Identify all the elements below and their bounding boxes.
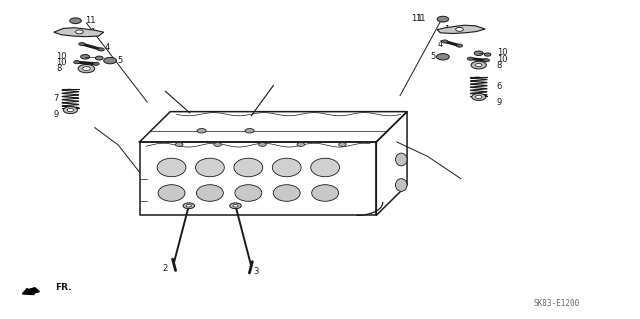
Ellipse shape — [196, 158, 225, 177]
Ellipse shape — [311, 158, 339, 177]
Circle shape — [259, 143, 266, 146]
Circle shape — [98, 48, 104, 51]
Ellipse shape — [235, 185, 262, 201]
Text: 8: 8 — [56, 64, 61, 73]
Circle shape — [81, 55, 90, 59]
Circle shape — [95, 56, 103, 60]
Ellipse shape — [396, 179, 407, 191]
Circle shape — [245, 129, 254, 133]
Circle shape — [104, 57, 116, 64]
Ellipse shape — [312, 185, 339, 201]
Text: 11: 11 — [85, 16, 95, 25]
Circle shape — [93, 62, 99, 65]
Text: SK83-E1200: SK83-E1200 — [534, 299, 580, 308]
Circle shape — [442, 40, 448, 43]
Polygon shape — [437, 25, 485, 33]
Ellipse shape — [157, 158, 186, 177]
Ellipse shape — [234, 158, 263, 177]
Ellipse shape — [396, 153, 407, 166]
Circle shape — [483, 59, 490, 62]
Text: 1: 1 — [90, 28, 95, 37]
Circle shape — [214, 143, 221, 146]
Text: 3: 3 — [253, 267, 259, 276]
Circle shape — [484, 53, 491, 56]
Circle shape — [83, 67, 90, 70]
Text: 1: 1 — [444, 25, 449, 34]
Polygon shape — [54, 28, 104, 37]
Circle shape — [78, 64, 95, 73]
Text: 11: 11 — [412, 14, 426, 23]
Ellipse shape — [273, 158, 301, 177]
Circle shape — [467, 57, 474, 60]
Text: 9: 9 — [497, 98, 502, 107]
Text: FR.: FR. — [55, 283, 72, 292]
Text: 5: 5 — [430, 52, 435, 61]
Circle shape — [456, 27, 463, 31]
Text: 6: 6 — [497, 82, 502, 91]
Circle shape — [67, 108, 74, 112]
Ellipse shape — [273, 185, 300, 201]
Text: 10: 10 — [497, 55, 507, 64]
Circle shape — [76, 30, 83, 34]
Circle shape — [474, 51, 483, 56]
Text: 10: 10 — [56, 58, 67, 67]
Circle shape — [230, 203, 241, 209]
Circle shape — [186, 204, 191, 207]
Circle shape — [70, 18, 81, 24]
Circle shape — [472, 93, 486, 100]
Text: 4: 4 — [104, 43, 109, 52]
Circle shape — [233, 204, 238, 207]
Circle shape — [476, 63, 482, 67]
Circle shape — [437, 16, 449, 22]
Text: 10: 10 — [497, 48, 507, 57]
Text: 9: 9 — [53, 110, 58, 119]
Ellipse shape — [196, 185, 223, 201]
Text: 7: 7 — [53, 94, 58, 103]
Text: 10: 10 — [56, 52, 67, 61]
Circle shape — [297, 143, 305, 146]
Circle shape — [476, 95, 482, 99]
Text: 8: 8 — [497, 61, 502, 70]
Circle shape — [74, 61, 80, 64]
Circle shape — [339, 143, 346, 146]
Text: 5: 5 — [117, 56, 122, 65]
FancyArrow shape — [22, 288, 40, 294]
Circle shape — [175, 143, 183, 146]
Circle shape — [436, 54, 449, 60]
Circle shape — [63, 107, 77, 114]
Circle shape — [183, 203, 195, 209]
Text: 4: 4 — [438, 40, 443, 48]
Circle shape — [79, 42, 85, 46]
Circle shape — [456, 44, 463, 47]
Circle shape — [471, 61, 486, 69]
Circle shape — [197, 129, 206, 133]
Text: 2: 2 — [163, 264, 168, 273]
Text: 11: 11 — [415, 14, 426, 23]
Ellipse shape — [158, 185, 185, 201]
